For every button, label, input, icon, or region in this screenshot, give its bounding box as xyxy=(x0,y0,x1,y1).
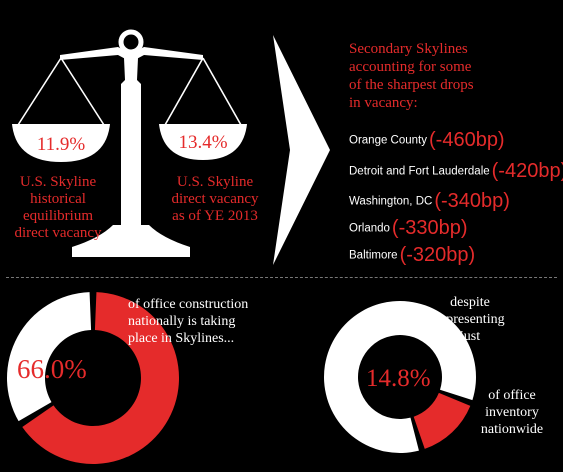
scale-beam xyxy=(60,47,203,62)
donut-right-value: 14.8% xyxy=(366,365,431,392)
drops-heading: Secondary Skylines accounting for some o… xyxy=(349,41,474,111)
donut-slice-other xyxy=(6,292,92,422)
section-divider xyxy=(6,277,557,278)
drop-city: Baltimore xyxy=(349,249,398,262)
drop-item: Orlando (-330bp) xyxy=(349,217,468,240)
donut-chart-construction xyxy=(6,292,180,464)
donut-right-caption-bottom: of office inventory nationwide xyxy=(480,388,544,437)
left-pan-value: 11.9% xyxy=(36,134,86,155)
drop-city: Detroit and Fort Lauderdale xyxy=(349,165,490,178)
drop-bp: (-320bp) xyxy=(399,244,476,266)
donut-slice-other xyxy=(324,301,476,453)
donut-left-caption: of office construction nationally is tak… xyxy=(128,297,249,346)
donut-chart-inventory xyxy=(324,301,476,453)
drop-bp: (-420bp) xyxy=(491,160,563,182)
drop-item: Baltimore (-320bp) xyxy=(349,244,475,267)
scale-graphic xyxy=(12,29,247,257)
donut-slice-skylines xyxy=(413,392,471,449)
donut-slice-skylines xyxy=(22,292,180,464)
drop-bp: (-460bp) xyxy=(429,129,505,151)
drop-city: Orange County xyxy=(349,134,427,147)
left-scale-label: U.S. Skyline historical equilibrium dire… xyxy=(14,174,102,241)
right-scale-label: U.S. Skyline direct vacancy as of YE 201… xyxy=(171,174,259,224)
scale-base xyxy=(72,225,190,247)
donut-right-caption-top: despite representing just xyxy=(435,295,505,344)
scale-pan-left xyxy=(12,124,110,162)
donut-left-value: 66.0% xyxy=(17,354,87,384)
drop-item: Washington, DC (-340bp) xyxy=(349,190,510,213)
drop-bp: (-330bp) xyxy=(391,217,468,239)
drop-city: Washington, DC xyxy=(349,195,433,208)
arrow-right-icon xyxy=(273,35,330,265)
drop-item: Orange County (-460bp) xyxy=(349,129,505,152)
drop-bp: (-340bp) xyxy=(434,190,510,212)
scale-ring xyxy=(118,29,144,55)
drop-item: Detroit and Fort Lauderdale (-420bp) xyxy=(349,160,563,183)
drop-city: Orlando xyxy=(349,222,390,235)
scale-pan-right xyxy=(159,124,247,160)
scale-column xyxy=(121,58,141,225)
right-pan-value: 13.4% xyxy=(178,132,228,153)
